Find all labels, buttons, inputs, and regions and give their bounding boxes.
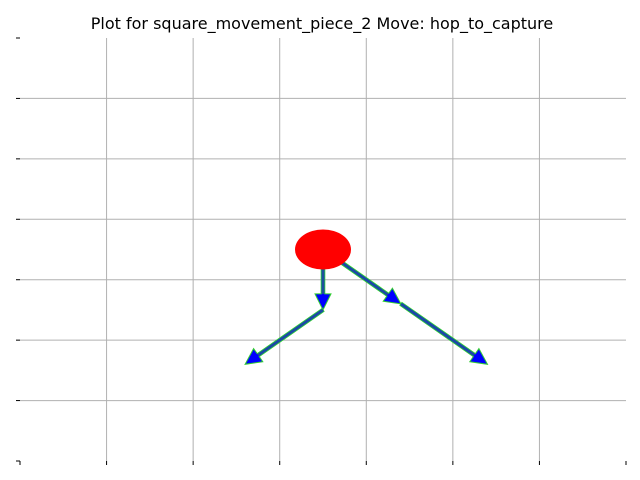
piece-layer	[295, 229, 351, 270]
axis-ticks	[16, 37, 627, 465]
move-arrow-shaft	[257, 309, 324, 356]
grid-lines	[20, 38, 626, 461]
move-arrow-shaft	[400, 303, 475, 356]
game-piece-marker	[295, 229, 351, 270]
plot-title: Plot for square_movement_piece_2 Move: h…	[91, 14, 554, 34]
